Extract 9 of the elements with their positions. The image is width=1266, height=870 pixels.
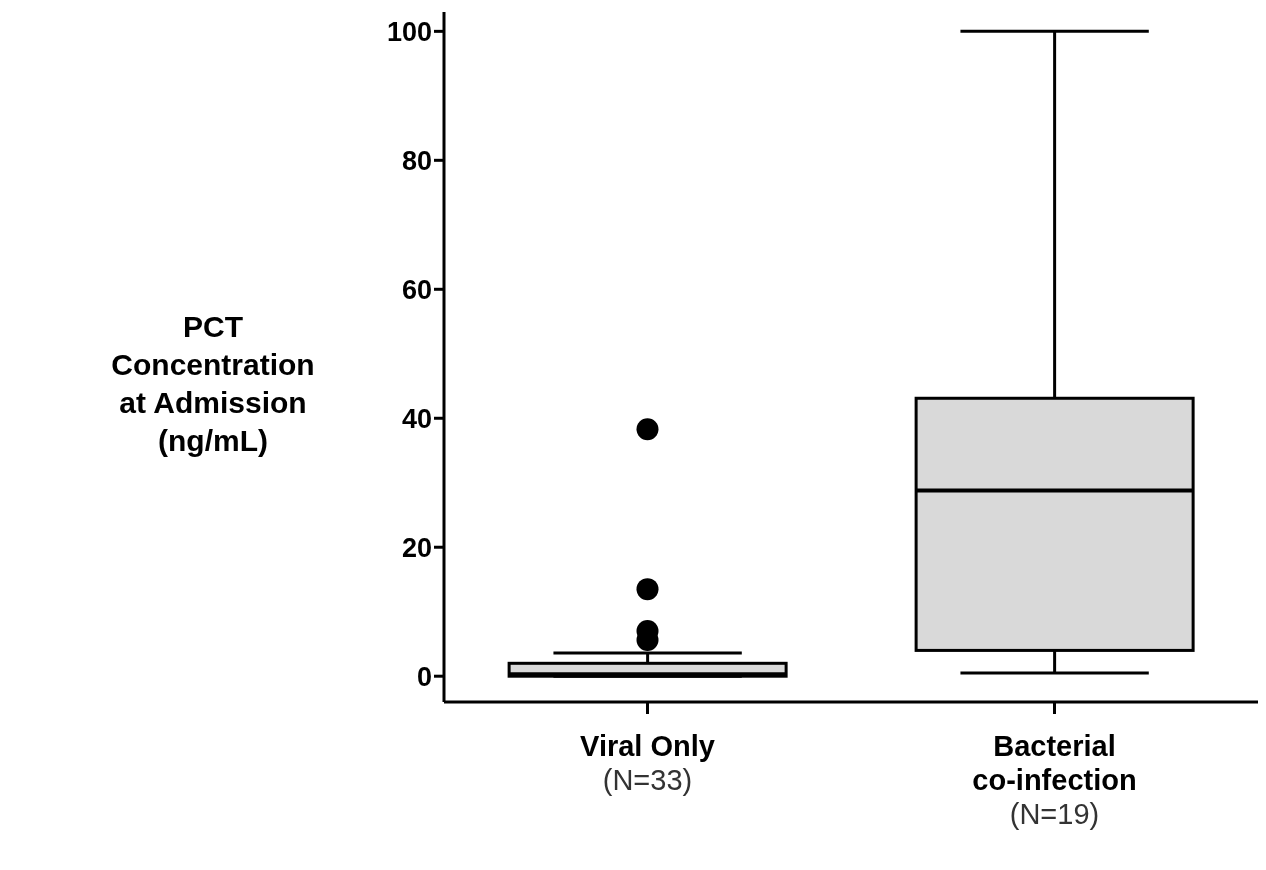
y-tick-label: 0 xyxy=(416,661,432,692)
y-tick-label: 100 xyxy=(386,16,432,47)
y-tick-label: 80 xyxy=(401,145,432,176)
x-tick-label: Bacterial co-infection (N=19) xyxy=(972,730,1137,830)
y-axis-title: PCT Concentration at Admission (ng/mL) xyxy=(110,309,316,459)
x-tick-label: Viral Only (N=33) xyxy=(580,730,715,796)
y-tick-label: 20 xyxy=(401,532,432,563)
y-tick-label: 60 xyxy=(401,274,432,305)
y-tick-label: 40 xyxy=(401,403,432,434)
